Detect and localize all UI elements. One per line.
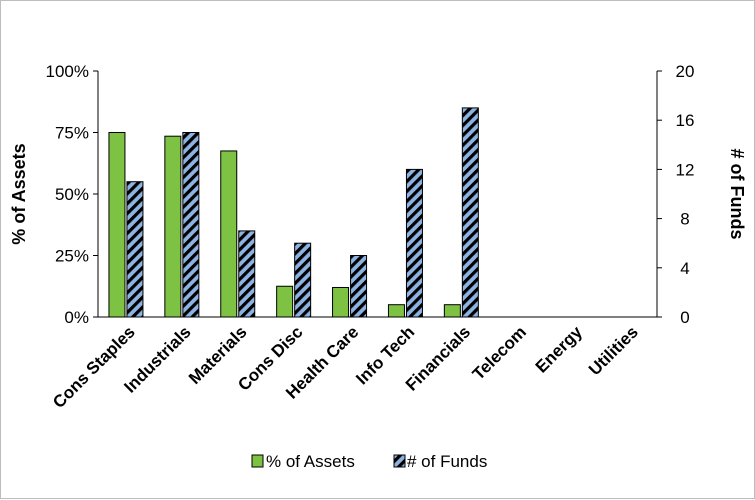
left-tick-label: 50% xyxy=(55,185,89,204)
axes xyxy=(97,71,658,318)
bar-assets xyxy=(387,304,405,318)
bar-assets xyxy=(276,285,294,318)
right-tick-label: 4 xyxy=(680,259,689,278)
bar-assets xyxy=(332,286,350,318)
right-tick-label: 8 xyxy=(680,210,689,229)
right-axis-title: # of Funds xyxy=(727,149,747,240)
left-axis-ticks: 0% 25% 50% 75% 100% xyxy=(46,62,98,327)
category-label: Utilities xyxy=(585,322,642,379)
category-label: Cons Staples xyxy=(49,322,139,412)
right-tick-label: 0 xyxy=(680,308,689,327)
legend-label-assets: % of Assets xyxy=(266,452,355,471)
bar-assets xyxy=(108,132,126,318)
right-tick-label: 16 xyxy=(676,111,695,130)
bar-funds xyxy=(350,255,368,318)
left-tick-label: 25% xyxy=(55,247,89,266)
bar-funds xyxy=(182,132,200,318)
right-tick-label: 12 xyxy=(676,160,695,179)
bar-funds xyxy=(405,168,423,318)
bar-assets xyxy=(164,135,182,318)
bars xyxy=(108,107,479,318)
bar-funds xyxy=(461,107,479,318)
left-axis-title: % of Assets xyxy=(9,143,29,244)
right-tick-label: 20 xyxy=(676,62,695,81)
left-tick-label: 75% xyxy=(55,124,89,143)
legend-swatch-funds xyxy=(393,454,406,468)
bar-assets xyxy=(443,304,461,318)
category-label: Telecom xyxy=(469,322,530,383)
bar-assets xyxy=(220,150,238,318)
left-tick-label: 0% xyxy=(64,308,89,327)
bar-funds xyxy=(126,181,144,318)
right-axis-ticks: 0 4 8 12 16 20 xyxy=(657,62,694,327)
legend: % of Assets # of Funds xyxy=(251,452,487,471)
legend-label-funds: # of Funds xyxy=(407,452,487,471)
category-label: Energy xyxy=(532,322,587,377)
left-tick-label: 100% xyxy=(46,62,89,81)
bar-funds xyxy=(238,230,256,318)
bar-funds xyxy=(294,242,312,318)
legend-swatch-assets xyxy=(251,454,264,468)
